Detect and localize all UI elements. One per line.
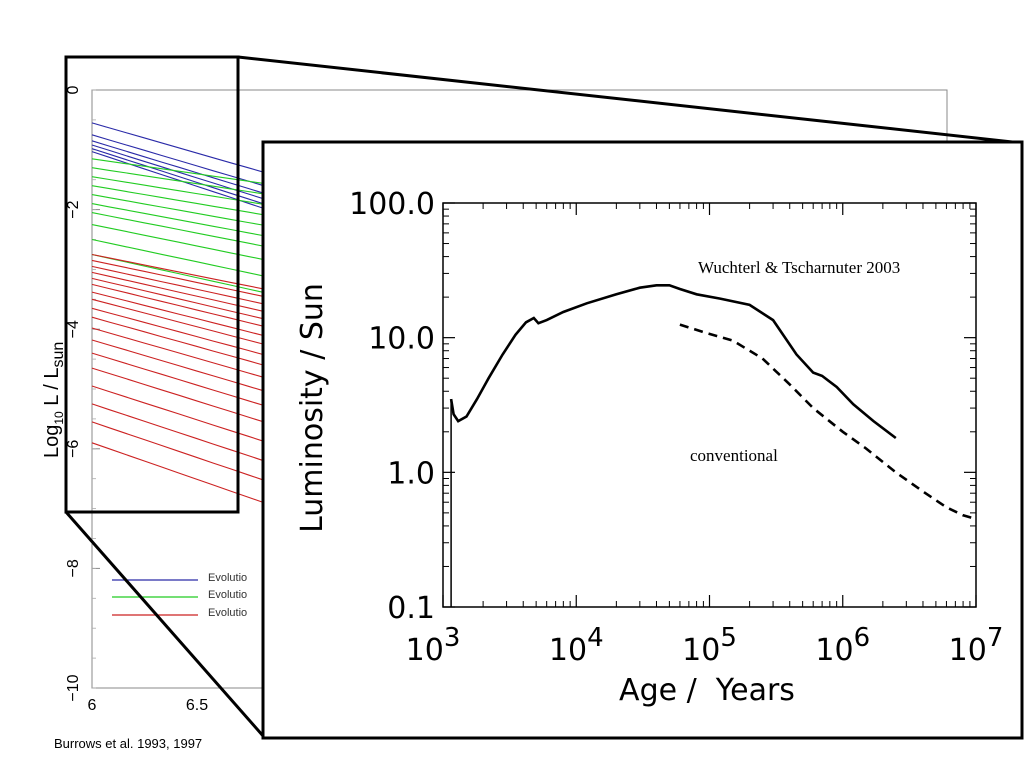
ylabel-log: Log [41, 425, 63, 458]
legend-label-3: Evolutio [208, 607, 247, 619]
zoom-callout [64, 55, 1023, 738]
series-conventional-line [679, 323, 977, 521]
x-tick-6: 6 [88, 697, 97, 714]
annotation-wuchterl: Wuchterl & Tscharnuter 2003 [698, 258, 900, 277]
ylabel-l-over-l: L / L [41, 368, 63, 412]
annotation-conventional: conventional [690, 446, 778, 465]
inset-y-axis-label: Luminosity / Sun [295, 283, 330, 533]
inset-x-tick-labels: 103 104 105 106 107 [406, 623, 1004, 668]
inset-x-tick-label: 106 [815, 623, 870, 668]
inset-panel [261, 140, 1024, 740]
bg-y-tick-label: −2 [65, 200, 82, 218]
zoom-connector-bottom [64, 511, 266, 738]
x-tick-base: 10 [549, 633, 587, 668]
ylabel-sun: sun [50, 342, 67, 368]
background-legend: Evolutio Evolutio Evolutio [112, 572, 247, 619]
inset-y-tick-label: 1.0 [387, 456, 435, 491]
x-tick-exponent: 7 [987, 623, 1004, 653]
x-tick-base: 10 [682, 633, 720, 668]
ylabel-sub10: 10 [52, 411, 66, 425]
inset-axis-ticks [442, 202, 977, 608]
x-tick-base: 10 [949, 633, 987, 668]
x-tick-exponent: 5 [720, 623, 737, 653]
zoom-connector-top [237, 55, 1023, 145]
bg-y-tick-label: −10 [65, 674, 82, 701]
x-tick-exponent: 4 [587, 623, 604, 653]
inset-x-tick-label: 107 [949, 623, 1004, 668]
inset-luminosity-chart: 100.010.01.00.1 103 104 105 106 107 Wuchterl… [261, 140, 1024, 740]
inset-x-tick-label: 105 [682, 623, 737, 668]
x-tick-base: 10 [815, 633, 853, 668]
bg-y-tick-label: 0 [65, 85, 82, 94]
legend-label-2: Evolutio [208, 589, 247, 601]
x-tick-base: 10 [406, 633, 444, 668]
inset-y-tick-label: 100.0 [349, 187, 435, 222]
zoom-source-box [64, 55, 240, 514]
x-tick-exponent: 3 [444, 623, 461, 653]
background-y-ticks: 0 −2 −4 −6 −8 −10 [65, 85, 100, 702]
inset-x-axis-label: Age / Years [619, 673, 795, 708]
x-tick-exponent: 6 [854, 623, 871, 653]
inset-x-tick-label: 103 [406, 623, 461, 668]
bg-y-tick-label: −6 [65, 440, 82, 458]
inset-y-tick-labels: 100.0 10.0 1.0 0.1 [349, 187, 435, 626]
x-tick-6-5: 6.5 [186, 697, 208, 714]
inset-y-tick-label: 0.1 [387, 591, 435, 626]
background-y-axis-label: Log10 L / Lsun [41, 342, 67, 458]
bg-y-tick-label: −8 [65, 559, 82, 577]
legend-label-1: Evolutio [208, 572, 247, 584]
series-wuchterl-line [449, 284, 897, 440]
bg-y-tick-label: −4 [65, 320, 82, 338]
inset-x-tick-label: 104 [549, 623, 604, 668]
credit-text: Burrows et al. 1993, 1997 [54, 736, 202, 751]
inset-y-tick-label: 10.0 [368, 322, 435, 357]
